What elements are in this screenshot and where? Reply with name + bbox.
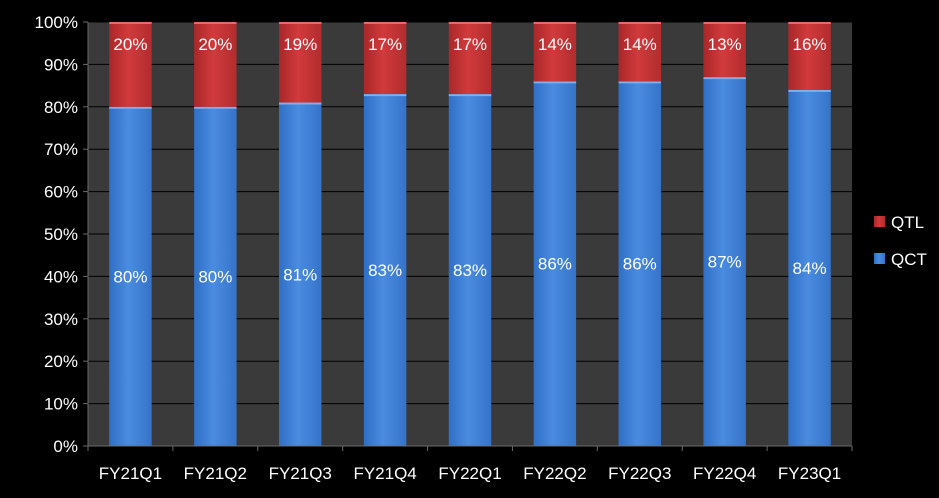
data-label-qtl: 20% bbox=[198, 35, 232, 54]
data-label-qtl: 17% bbox=[368, 35, 402, 54]
y-tick-label: 50% bbox=[44, 225, 78, 244]
data-label-qtl: 19% bbox=[283, 35, 317, 54]
bar-qct-fy22q2 bbox=[533, 81, 577, 447]
data-label-qct: 86% bbox=[623, 255, 657, 274]
bar-qct-fy21q4 bbox=[363, 94, 407, 446]
data-label-qtl: 20% bbox=[113, 35, 147, 54]
x-tick-label: FY21Q1 bbox=[99, 464, 162, 483]
x-tick-label: FY22Q4 bbox=[693, 464, 756, 483]
data-label-qtl: 13% bbox=[708, 35, 742, 54]
bar-qtl-fy22q3 bbox=[618, 22, 661, 82]
y-tick-label: 20% bbox=[44, 352, 78, 371]
y-tick-label: 100% bbox=[35, 13, 78, 32]
data-label-qct: 81% bbox=[283, 265, 317, 284]
bar-qtl-fy21q4 bbox=[363, 22, 407, 95]
data-label-qct: 83% bbox=[368, 261, 402, 280]
data-label-qct: 86% bbox=[538, 255, 572, 274]
y-tick-label: 60% bbox=[44, 183, 78, 202]
y-tick-label: 80% bbox=[44, 98, 78, 117]
bar-qtl-fy21q2 bbox=[194, 22, 237, 107]
x-tick-label: FY21Q3 bbox=[269, 464, 332, 483]
x-tick-label: FY22Q1 bbox=[438, 464, 501, 483]
bar-qtl-fy23q1 bbox=[788, 22, 831, 90]
legend-label-qct: QCT bbox=[891, 250, 927, 269]
y-tick-label: 10% bbox=[44, 395, 78, 414]
legend-swatch-qtl bbox=[874, 216, 885, 227]
bar-qct-fy21q2 bbox=[194, 106, 237, 447]
bar-qtl-fy21q3 bbox=[279, 22, 322, 103]
bar-qct-fy21q1 bbox=[109, 106, 152, 447]
bar-qtl-fy22q2 bbox=[533, 22, 577, 82]
bar-qtl-fy21q1 bbox=[109, 22, 152, 107]
data-label-qct: 83% bbox=[453, 261, 487, 280]
x-tick-label: FY23Q1 bbox=[778, 464, 841, 483]
data-label-qct: 87% bbox=[708, 253, 742, 272]
bar-qtl-fy22q1 bbox=[448, 22, 492, 95]
bar-qct-fy23q1 bbox=[788, 89, 831, 446]
bar-qct-fy22q3 bbox=[618, 81, 661, 447]
y-tick-label: 30% bbox=[44, 310, 78, 329]
bar-qct-fy22q4 bbox=[703, 77, 746, 447]
bar-qct-fy21q3 bbox=[279, 102, 322, 446]
x-tick-label: FY22Q2 bbox=[523, 464, 586, 483]
x-tick-label: FY21Q2 bbox=[184, 464, 247, 483]
data-label-qtl: 17% bbox=[453, 35, 487, 54]
y-tick-label: 40% bbox=[44, 267, 78, 286]
legend-label-qtl: QTL bbox=[891, 213, 924, 232]
x-tick-label: FY22Q3 bbox=[608, 464, 671, 483]
data-label-qct: 80% bbox=[113, 267, 147, 286]
data-label-qct: 84% bbox=[793, 259, 827, 278]
data-label-qct: 80% bbox=[198, 267, 232, 286]
y-tick-label: 0% bbox=[53, 437, 78, 456]
data-label-qtl: 16% bbox=[793, 35, 827, 54]
x-tick-label: FY21Q4 bbox=[353, 464, 416, 483]
bar-qtl-fy22q4 bbox=[703, 22, 746, 78]
data-label-qtl: 14% bbox=[623, 35, 657, 54]
data-label-qtl: 14% bbox=[538, 35, 572, 54]
y-tick-label: 70% bbox=[44, 140, 78, 159]
bar-qct-fy22q1 bbox=[448, 94, 492, 446]
y-tick-label: 90% bbox=[44, 55, 78, 74]
legend-swatch-qct bbox=[874, 253, 885, 264]
